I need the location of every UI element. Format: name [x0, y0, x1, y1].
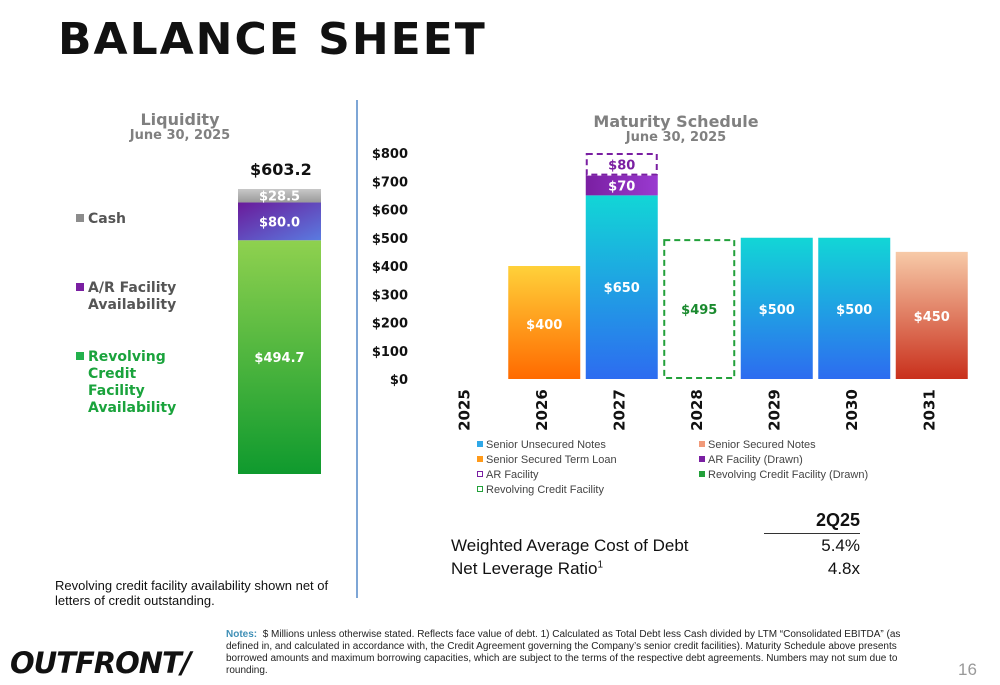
legend-term-loan-swatch: [477, 456, 483, 462]
maturity-subtitle: June 30, 2025: [625, 130, 727, 145]
maturity-bar-label: $70: [608, 179, 635, 194]
liquidity-bar-ar: [238, 202, 321, 241]
maturity-bar-label: $450: [914, 310, 950, 325]
legend-term-loan-label: Senior Secured Term Loan: [486, 454, 617, 466]
y-tick-label: $400: [372, 260, 408, 275]
legend-ar-drawn-label: AR Facility (Drawn): [708, 454, 803, 466]
footnotes: Notes: $ Millions unless otherwise state…: [226, 629, 926, 677]
y-tick-label: $700: [372, 175, 408, 190]
liquidity-bar-cash: [238, 189, 321, 203]
legend-senior-secured-swatch: [699, 441, 705, 447]
outfront-logo: OUTFRONT/: [10, 646, 191, 680]
x-tick-label: 2029: [765, 389, 783, 431]
y-tick-label: $100: [372, 345, 408, 360]
maturity-bar-2026-term_loan: [508, 266, 581, 379]
page-number: 16: [958, 660, 977, 679]
metric-label-net-leverage: Net Leverage Ratio1: [451, 559, 603, 579]
legend-rcf-facility-swatch: [477, 486, 483, 492]
legend-cash-swatch: [76, 214, 84, 222]
maturity-bar-2028-rcf: [663, 239, 736, 379]
x-tick-label: 2025: [455, 389, 473, 431]
legend-ar: A/R Facility Availability: [76, 280, 176, 314]
legend-rcf: Revolving Credit Facility Availability: [76, 349, 176, 417]
maturity-title: Maturity Schedule: [593, 112, 759, 131]
legend-rcf-drawn-swatch: [699, 471, 705, 477]
metric-footnote-marker: 1: [597, 559, 604, 571]
x-tick-label: 2030: [843, 389, 861, 431]
y-tick-label: $500: [372, 232, 408, 247]
metrics-rule: [764, 533, 860, 534]
y-tick-label: $600: [372, 204, 408, 219]
maturity-bar-2029-senior_unsecured: [740, 237, 813, 379]
legend-rcf-swatch: [76, 352, 84, 360]
legend-ar-line2: Availability: [88, 297, 177, 313]
liquidity-bar-label-ar: $80.0: [259, 215, 300, 230]
maturity-bar-label: $500: [759, 303, 795, 318]
metrics-header: 2Q25: [815, 510, 860, 530]
legend-cash: Cash: [76, 211, 126, 228]
x-tick-label: 2027: [610, 389, 628, 431]
maturity-bar-label: $400: [526, 318, 562, 333]
liquidity-bar-rcf: [238, 240, 321, 474]
legend-senior-unsecured-swatch: [477, 441, 483, 447]
legend-rcf-drawn-label: Revolving Credit Facility (Drawn): [708, 469, 869, 481]
legend-ar-drawn: AR Facility (Drawn): [699, 454, 803, 466]
x-tick-label: 2031: [920, 389, 938, 431]
legend-rcf-line4: Availability: [88, 400, 177, 416]
maturity-bar-2030-senior_unsecured: [818, 237, 891, 379]
liquidity-subtitle: June 30, 2025: [129, 128, 231, 143]
legend-senior-secured-label: Senior Secured Notes: [708, 439, 816, 451]
legend-term-loan: Senior Secured Term Loan: [477, 454, 617, 466]
legend-senior-unsecured: Senior Unsecured Notes: [477, 439, 606, 451]
footnotes-text: $ Millions unless otherwise stated. Refl…: [226, 629, 901, 676]
legend-ar-facility-label: AR Facility: [486, 469, 539, 481]
y-tick-label: $0: [390, 373, 408, 388]
maturity-bar-label: $500: [836, 303, 872, 318]
page-title: BALANCE SHEET: [58, 14, 487, 65]
legend-rcf-line2: Credit: [88, 366, 137, 382]
legend-senior-unsecured-label: Senior Unsecured Notes: [486, 439, 606, 451]
legend-cash-label: Cash: [88, 211, 127, 227]
liquidity-total-label: $603.2: [250, 160, 312, 179]
x-tick-label: 2028: [688, 389, 706, 431]
liquidity-note: Revolving credit facility availability s…: [55, 578, 329, 608]
liquidity-title: Liquidity: [140, 110, 220, 129]
legend-ar-line1: A/R Facility: [88, 280, 177, 296]
maturity-bar-2027-ar-facility: [585, 153, 658, 176]
maturity-bar-2031-senior_secured: [895, 251, 968, 379]
y-tick-label: $300: [372, 288, 408, 303]
section-divider: [356, 100, 358, 598]
legend-rcf-line3: Facility: [88, 383, 145, 399]
maturity-bar-2027-senior_unsecured: [585, 195, 658, 379]
liquidity-bar-label-rcf: $494.7: [254, 351, 304, 366]
legend-ar-facility: AR Facility: [477, 469, 539, 481]
maturity-bar-2027-ar_drawn: [585, 175, 658, 196]
y-tick-label: $200: [372, 317, 408, 332]
metric-label-net-leverage-text: Net Leverage Ratio: [451, 559, 598, 578]
metric-label-cost-of-debt-text: Weighted Average Cost of Debt: [451, 536, 689, 555]
maturity-bar-label: $495: [681, 303, 717, 318]
legend-ar-facility-swatch: [477, 471, 483, 477]
maturity-bar-label: $650: [604, 281, 640, 296]
legend-rcf-line1: Revolving: [88, 349, 166, 365]
maturity-bar-label: $80: [608, 158, 635, 173]
legend-rcf-facility: Revolving Credit Facility: [477, 484, 604, 496]
metric-label-cost-of-debt: Weighted Average Cost of Debt: [451, 536, 689, 556]
legend-senior-secured: Senior Secured Notes: [699, 439, 816, 451]
footnotes-label: Notes:: [226, 629, 258, 640]
legend-ar-drawn-swatch: [699, 456, 705, 462]
metric-value-cost-of-debt: 5.4%: [821, 536, 860, 555]
metric-value-net-leverage: 4.8x: [827, 559, 860, 578]
liquidity-bar-label-cash: $28.5: [259, 190, 300, 205]
legend-ar-swatch: [76, 283, 84, 291]
x-tick-label: 2026: [533, 389, 551, 431]
legend-rcf-facility-label: Revolving Credit Facility: [486, 484, 604, 496]
y-tick-label: $800: [372, 147, 408, 162]
legend-rcf-drawn: Revolving Credit Facility (Drawn): [699, 469, 868, 481]
